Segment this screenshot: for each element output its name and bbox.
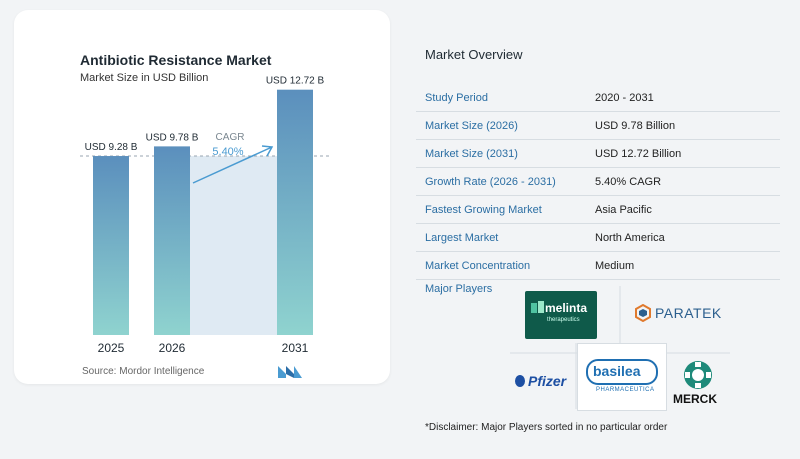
overview-value: USD 9.78 Billion (595, 119, 676, 132)
merck-mark-icon (684, 361, 712, 389)
pfizer-pill-icon (515, 375, 525, 387)
overview-value: North America (595, 231, 665, 244)
overview-label: Market Concentration (425, 259, 531, 272)
melinta-logo: melinta therapeutics (525, 291, 597, 339)
chart-subtitle: Market Size in USD Billion (80, 72, 209, 84)
overview-row: Market Size (2031) USD 12.72 Billion (416, 140, 780, 168)
overview-row: Growth Rate (2026 - 2031) 5.40% CAGR (416, 168, 780, 196)
bar (93, 156, 129, 335)
chart-source: Source: Mordor Intelligence (82, 366, 205, 377)
bar (154, 146, 190, 335)
overview-label: Largest Market (425, 231, 499, 244)
pfizer-name: Pfizer (528, 373, 567, 389)
overview-value: USD 12.72 Billion (595, 147, 682, 160)
cagr-arrow-head (261, 145, 274, 157)
melinta-subname: therapeutics (547, 317, 580, 323)
overview-label: Market Size (2026) (425, 119, 518, 132)
bar (277, 89, 313, 335)
overview-value: Medium (595, 259, 635, 272)
overview-label: Growth Rate (2026 - 2031) (425, 175, 556, 188)
bar-value-label: USD 9.78 B (146, 132, 199, 143)
paratek-name: PARATEK (655, 305, 722, 321)
overview-value: 2020 - 2031 (595, 91, 654, 104)
market-overview-table: Study Period 2020 - 2031 Market Size (20… (416, 84, 780, 280)
basilea-subname: PHARMACEUTICA (596, 387, 655, 393)
overview-row: Fastest Growing Market Asia Pacific (416, 196, 780, 224)
basilea-name: basilea (593, 363, 641, 379)
basilea-logo: basilea PHARMACEUTICA (577, 343, 667, 411)
melinta-mark-icon (531, 301, 544, 313)
bar-chart: USD 9.28 B 2025 USD 9.78 B 2026 USD 12.72 B 2… (80, 76, 330, 355)
category-tick-label: 2026 (159, 341, 186, 355)
growth-shade (190, 156, 277, 335)
overview-label: Market Size (2031) (425, 147, 518, 160)
pfizer-logo: Pfizer (514, 370, 574, 398)
category-tick-label: 2025 (98, 341, 125, 355)
mordor-logo-icon (278, 366, 302, 378)
bar-value-label: USD 9.28 B (85, 142, 138, 153)
overview-value: Asia Pacific (595, 203, 652, 216)
overview-row: Largest Market North America (416, 224, 780, 252)
bar-value-label: USD 12.72 B (266, 76, 325, 87)
overview-label: Study Period (425, 91, 488, 104)
market-overview-title: Market Overview (425, 47, 523, 62)
overview-value: 5.40% CAGR (595, 175, 662, 188)
merck-logo: MERCK (672, 360, 726, 408)
paratek-hex-icon (635, 304, 651, 322)
cagr-label: CAGR (216, 132, 245, 143)
disclaimer: *Disclaimer: Major Players sorted in no … (425, 422, 668, 433)
category-tick-label: 2031 (282, 341, 309, 355)
chart-title: Antibiotic Resistance Market (80, 52, 272, 68)
overview-label: Fastest Growing Market (425, 203, 542, 216)
merck-name: MERCK (673, 392, 717, 406)
overview-row: Study Period 2020 - 2031 (416, 84, 780, 112)
overview-row: Market Concentration Medium (416, 252, 780, 280)
major-players-label: Major Players (425, 283, 493, 295)
overview-row: Market Size (2026) USD 9.78 Billion (416, 112, 780, 140)
melinta-name: melinta (545, 301, 588, 315)
cagr-value: 5.40% (212, 146, 243, 158)
cagr-arrow-line (192, 146, 273, 184)
